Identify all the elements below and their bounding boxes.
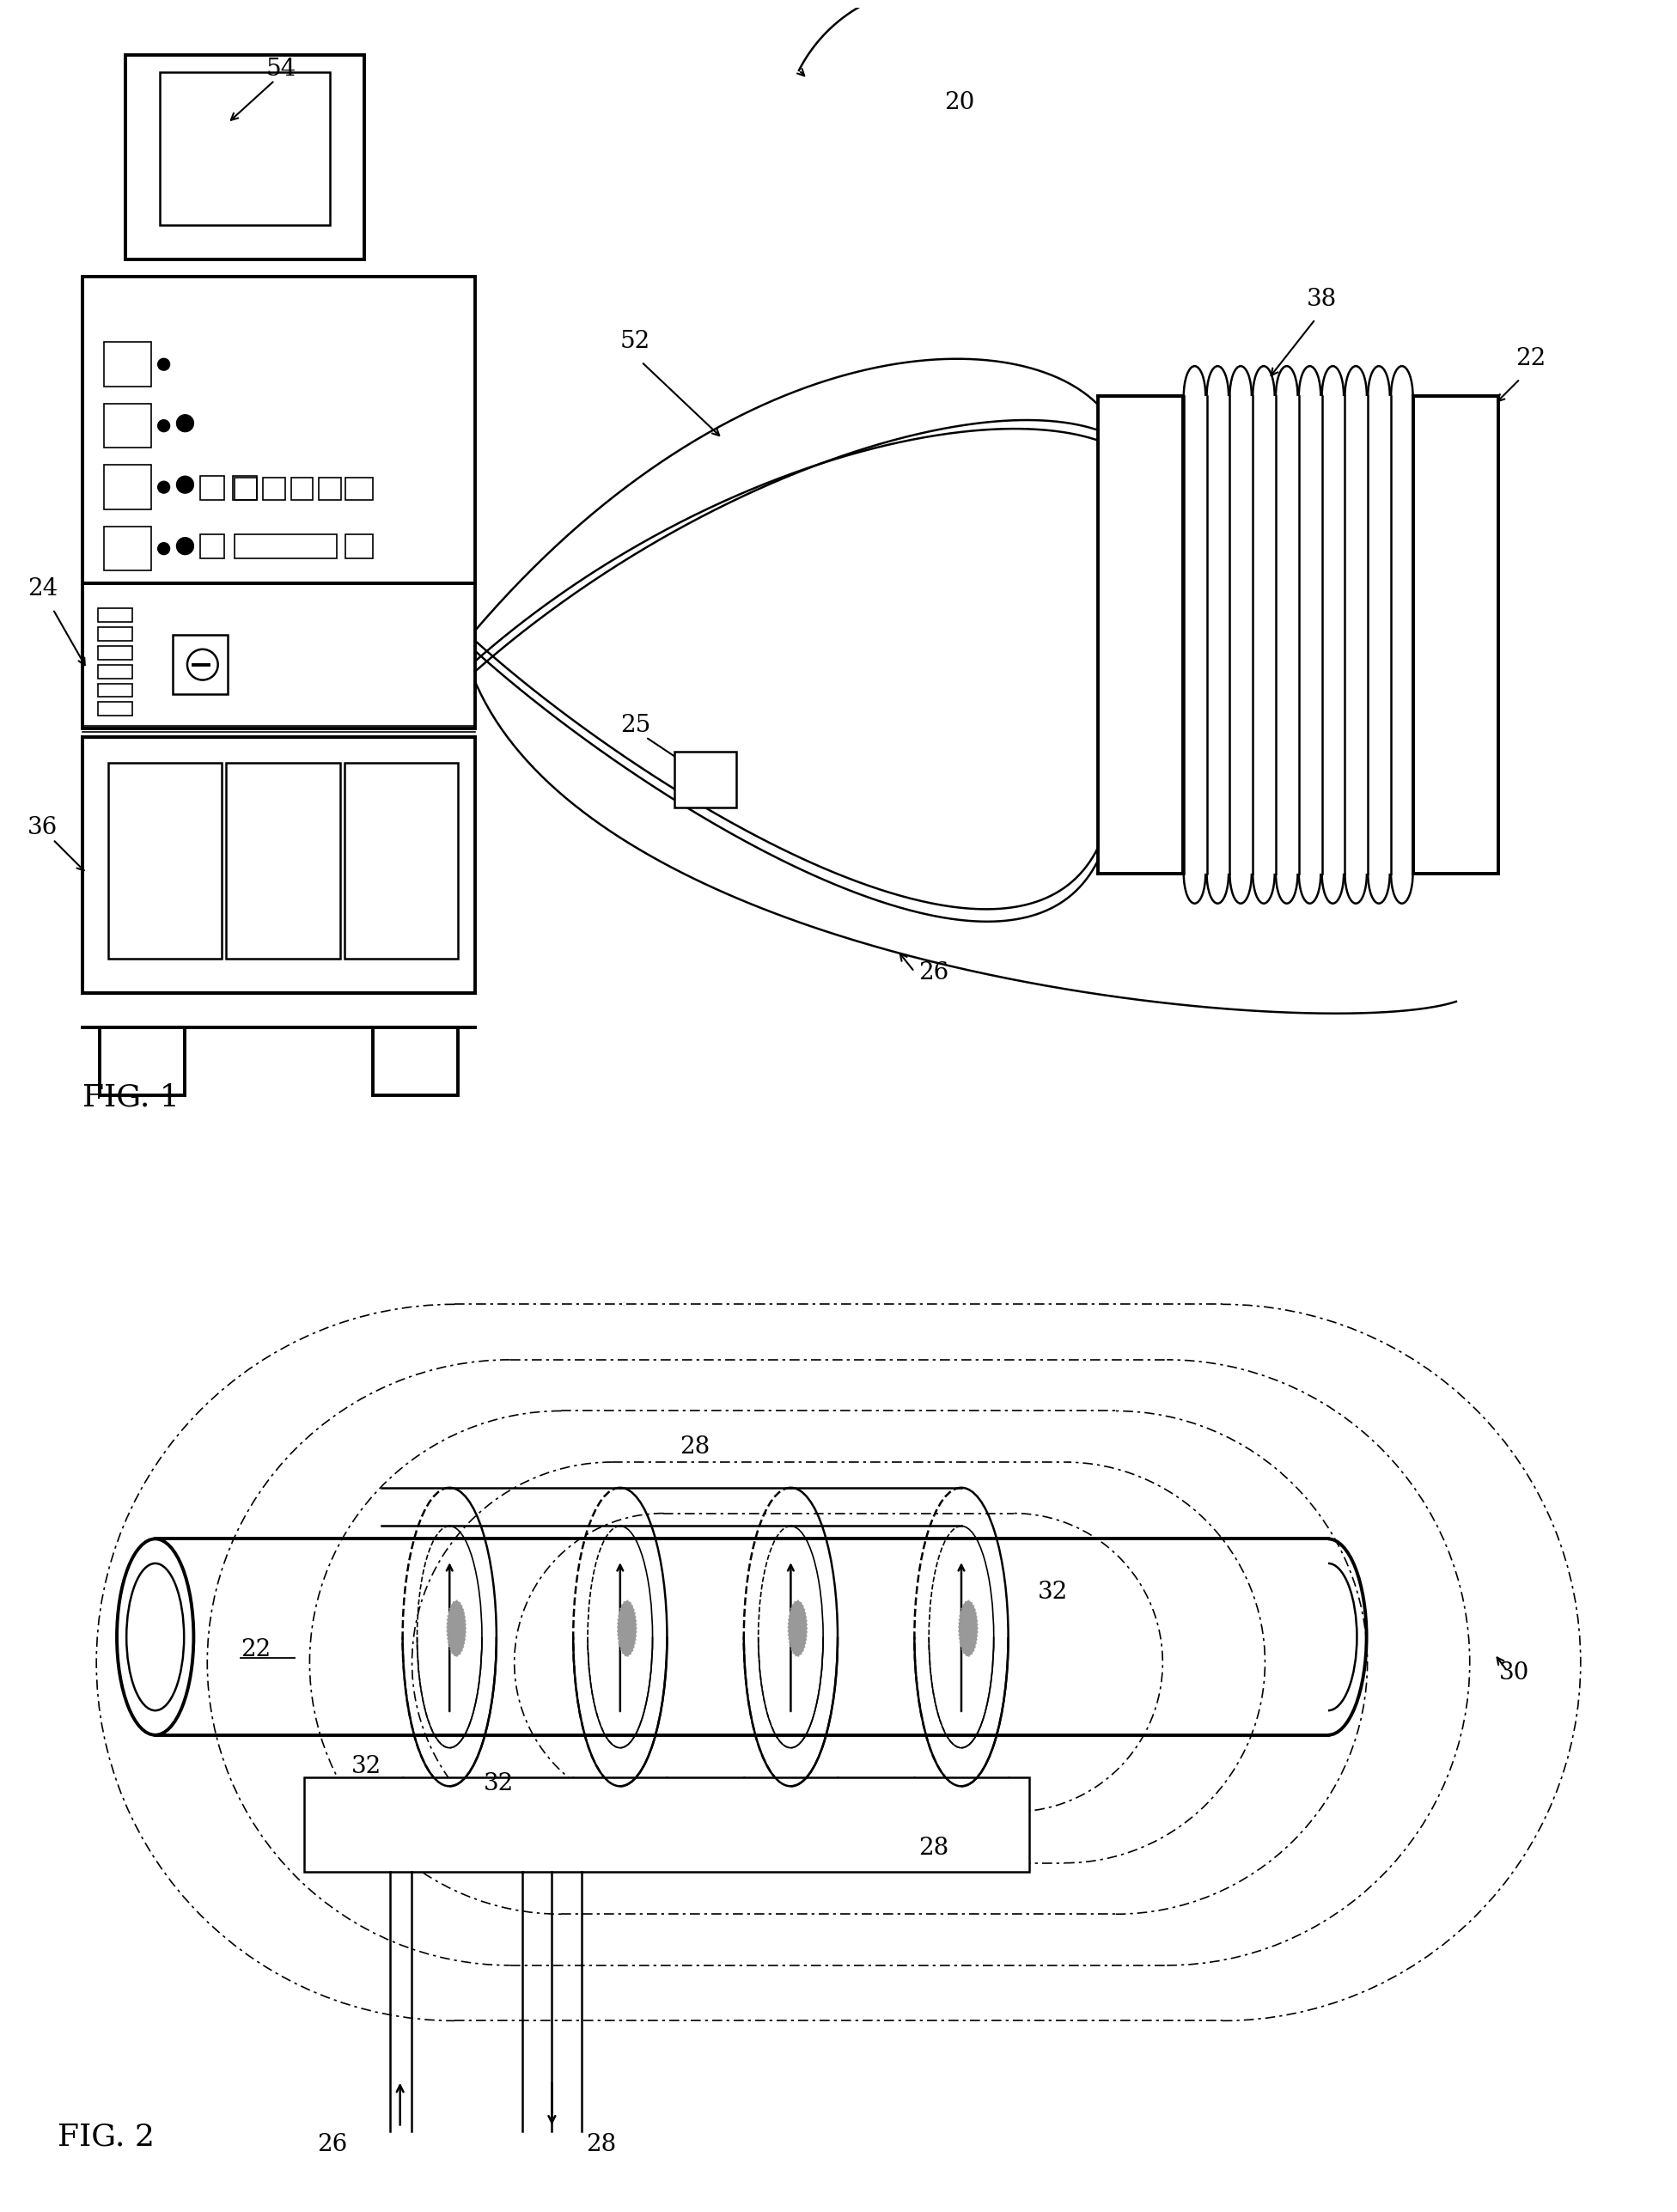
Circle shape [158, 358, 169, 369]
Bar [97, 608, 132, 622]
Bar [319, 478, 340, 500]
Bar [104, 526, 151, 571]
Bar [1414, 396, 1499, 874]
Bar [290, 478, 314, 500]
Bar [159, 71, 330, 226]
Text: 28: 28 [585, 2132, 615, 2157]
Bar [82, 276, 475, 584]
Bar [101, 1026, 184, 1095]
Bar [263, 478, 285, 500]
Circle shape [176, 538, 193, 555]
Bar [82, 737, 475, 993]
Text: FIG. 2: FIG. 2 [57, 2121, 154, 2152]
Bar [674, 752, 736, 807]
Bar [97, 664, 132, 679]
Bar [235, 478, 257, 500]
Circle shape [158, 542, 169, 555]
Bar [97, 684, 132, 697]
Bar [1098, 396, 1182, 874]
Bar [201, 533, 225, 557]
Text: 32: 32 [352, 1756, 382, 1778]
Text: 30: 30 [1499, 1661, 1529, 1686]
Circle shape [176, 476, 193, 493]
Bar [97, 626, 132, 641]
Text: 36: 36 [27, 816, 57, 841]
Bar [97, 646, 132, 659]
Text: 52: 52 [620, 330, 651, 354]
Text: 38: 38 [1306, 288, 1337, 310]
Bar [235, 533, 337, 557]
Bar [82, 584, 475, 728]
Bar [97, 701, 132, 717]
Text: 22: 22 [1516, 347, 1546, 369]
Text: 20: 20 [944, 91, 974, 115]
Bar [104, 343, 151, 387]
Text: 32: 32 [1038, 1582, 1068, 1604]
Bar [344, 763, 458, 958]
Bar [226, 763, 340, 958]
Bar [372, 1026, 458, 1095]
Text: 22: 22 [240, 1639, 270, 1661]
Bar [345, 478, 372, 500]
Text: 26: 26 [919, 962, 949, 984]
Text: 25: 25 [620, 714, 651, 737]
Ellipse shape [448, 1601, 466, 1657]
Bar [345, 533, 372, 557]
Bar [233, 476, 257, 500]
Bar [201, 476, 225, 500]
Circle shape [176, 414, 193, 431]
Text: 24: 24 [27, 577, 57, 602]
Bar [305, 1778, 1030, 1871]
Text: 54: 54 [267, 58, 297, 80]
Text: 28: 28 [679, 1436, 709, 1458]
Ellipse shape [959, 1601, 978, 1657]
Bar [104, 465, 151, 509]
Bar [126, 55, 364, 259]
Bar [104, 403, 151, 449]
Bar [173, 635, 228, 695]
Text: 32: 32 [483, 1772, 513, 1796]
Text: 28: 28 [919, 1836, 949, 1860]
Ellipse shape [617, 1601, 636, 1657]
Text: FIG. 1: FIG. 1 [82, 1084, 179, 1113]
Circle shape [158, 482, 169, 493]
Text: 26: 26 [317, 2132, 347, 2157]
Ellipse shape [788, 1601, 807, 1657]
Bar [109, 763, 221, 958]
Circle shape [158, 420, 169, 431]
